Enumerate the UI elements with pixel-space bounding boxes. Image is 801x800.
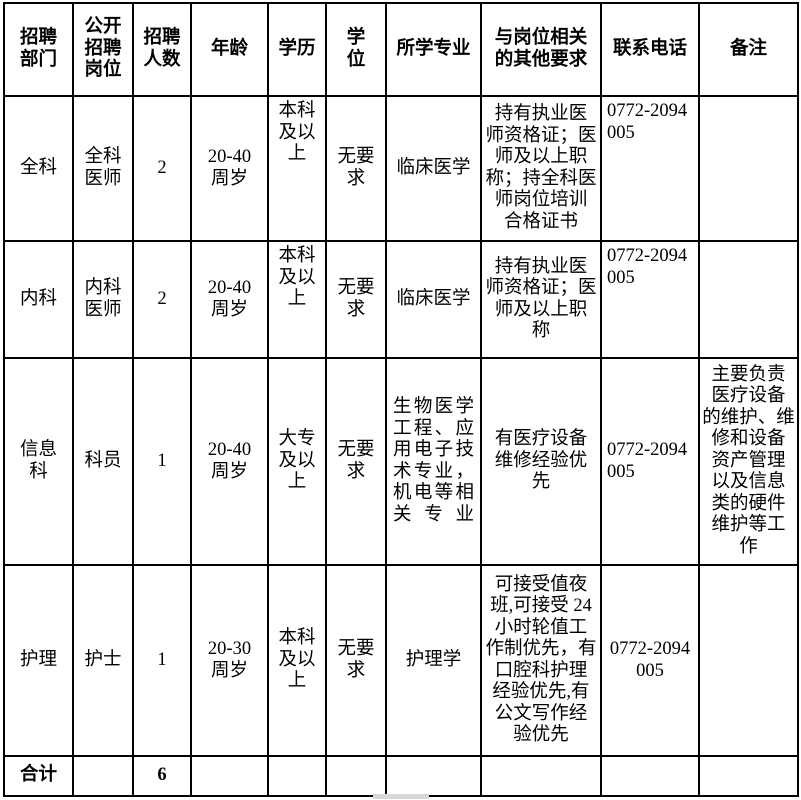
table-cell: 科员 [72,357,134,566]
table-cell [267,755,327,797]
table-cell: 全科 医师 [72,95,134,242]
table-cell: 内科 医师 [72,240,134,359]
table-cell: 内科 [3,240,74,359]
table-cell: 本科 及以 上 [267,240,327,359]
table-cell: 本科 及以 上 [267,564,327,757]
table-cell: 有医疗设备 维修经验优 先 [480,357,602,566]
column-header: 学历 [267,2,327,97]
table-cell [190,755,269,797]
column-header: 联系电话 [600,2,700,97]
table-row: 合计 6 [3,755,799,797]
table-cell: 0772-2094 005 [600,357,700,566]
table-cell [698,95,799,242]
table-cell: 0772-2094 005 [600,240,700,359]
table-cell: 全科 [3,95,74,242]
table-cell [600,755,700,797]
table-cell: 20-40 周岁 [190,95,269,242]
table-cell: 0772-2094 005 [600,95,700,242]
table-cell: 护理 [3,564,74,757]
table-cell [385,755,482,797]
table-cell [698,755,799,797]
table-row: 信息 科科员 1 20-40 周岁 大专 及以 上无要 求生物医学 工程、应 用电子技… [3,357,799,566]
table-cell: 本科 及以 上 [267,95,327,242]
table-cell: 生物医学 工程、应 用电子技 术专业， 机电等相 关专业 [385,357,482,566]
table-cell: 护士 [72,564,134,757]
table-cell: 2 [132,240,192,359]
table-cell: 临床医学 [385,240,482,359]
table-cell [698,564,799,757]
recruitment-table: 招聘 部门 公开 招聘 岗位 招聘 人数 年龄 学历学 位所学专业 与岗位相关 的其他要求… [3,2,799,797]
table-cell: 20-40 周岁 [190,240,269,359]
table-cell [72,755,134,797]
table-cell: 20-40 周岁 [190,357,269,566]
column-header: 招聘 人数 [132,2,192,97]
footer-artifact [373,794,429,799]
column-header: 备注 [698,2,799,97]
table-cell: 护理学 [385,564,482,757]
table-cell: 2 [132,95,192,242]
table-cell: 无要 求 [325,95,387,242]
table-cell: 无要 求 [325,240,387,359]
table-body: 全科 全科 医师 2 20-40 周岁 本科 及以 上无要 求临床医学 持有执业医 师资格… [3,95,799,797]
table-row: 内科 内科 医师 2 20-40 周岁 本科 及以 上无要 求临床医学 持有执业医 师资格… [3,240,799,359]
table-cell: 1 [132,564,192,757]
column-header: 公开 招聘 岗位 [72,2,134,97]
table-cell: 无要 求 [325,357,387,566]
table-cell: 主要负责 医疗设备 的维护、维 修和设备 资产管理 以及信息 类的硬件 维护等工… [698,357,799,566]
table-row: 全科 全科 医师 2 20-40 周岁 本科 及以 上无要 求临床医学 持有执业医 师资格… [3,95,799,242]
table-cell: 持有执业医 师资格证；医 师及以上职 称；持全科医 师岗位培训 合格证书 [480,95,602,242]
table-row: 护理 护士 1 20-30 周岁 本科 及以 上无要 求护理学 可接受值夜 班,可接受 2… [3,564,799,757]
table-cell: 临床医学 [385,95,482,242]
column-header: 与岗位相关 的其他要求 [480,2,602,97]
table-cell: 6 [132,755,192,797]
column-header: 所学专业 [385,2,482,97]
table-cell: 无要 求 [325,564,387,757]
table-cell: 大专 及以 上 [267,357,327,566]
table-cell: 持有执业医 师资格证；医 师及以上职 称 [480,240,602,359]
column-header: 年龄 [190,2,269,97]
column-header: 学 位 [325,2,387,97]
table-cell [698,240,799,359]
table-cell [325,755,387,797]
table-cell: 合计 [3,755,74,797]
table-cell [480,755,602,797]
table-cell: 可接受值夜 班,可接受 24 小时轮值工 作制优先，有 口腔科护理 经验优先,有… [480,564,602,757]
table-cell: 20-30 周岁 [190,564,269,757]
table-cell: 0772-2094 005 [600,564,700,757]
table-cell: 1 [132,357,192,566]
header-row: 招聘 部门 公开 招聘 岗位 招聘 人数 年龄 学历学 位所学专业 与岗位相关 的其他要求… [3,2,799,97]
column-header: 招聘 部门 [3,2,74,97]
table-cell: 信息 科 [3,357,74,566]
